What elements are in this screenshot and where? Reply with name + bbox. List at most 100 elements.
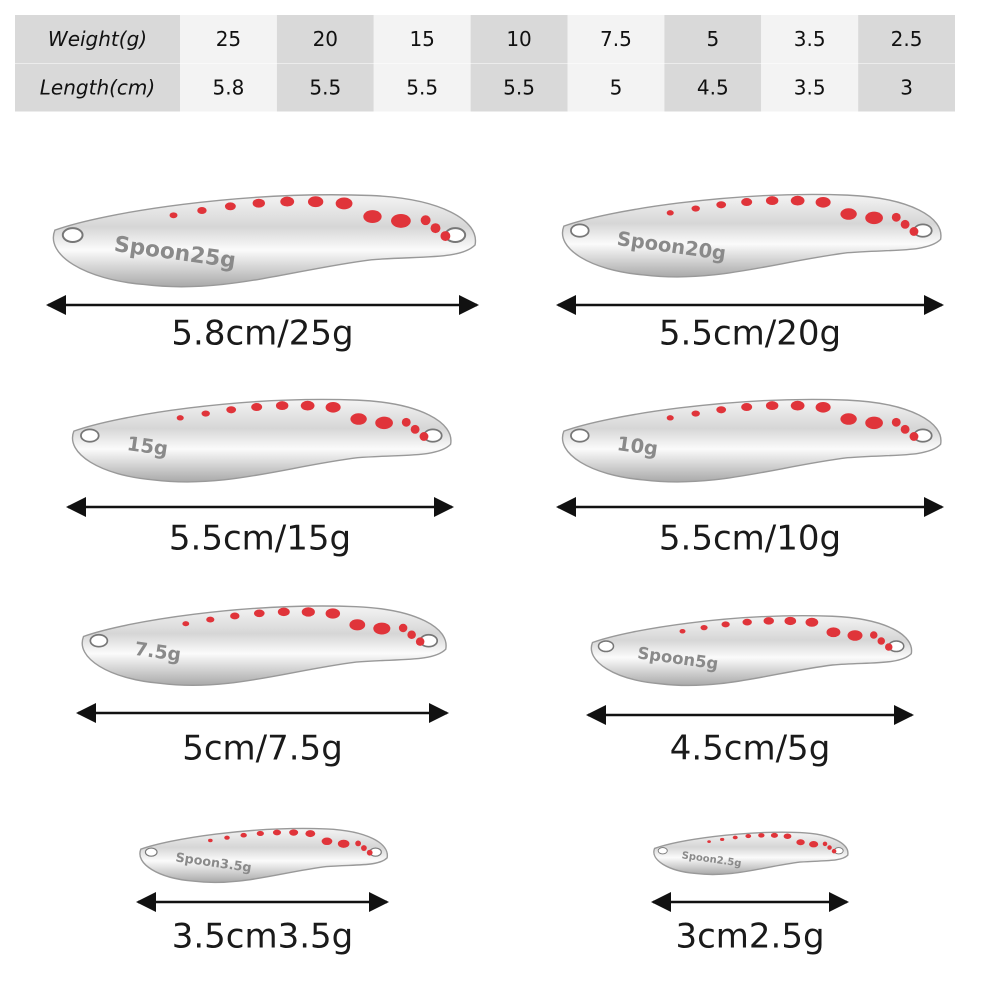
red-dot [169,212,178,219]
table-cell [180,15,277,64]
cell-text: 10 [506,27,531,51]
red-dot [275,401,289,411]
red-dot [840,413,857,425]
table-cell [470,63,568,112]
red-dot [716,201,727,209]
caption: 5.5cm/15g [169,519,351,559]
red-dot [891,417,901,427]
red-dot [732,835,738,840]
red-dot [885,643,893,651]
table-cell [858,15,955,64]
row-label: Weight(g) [48,27,147,51]
cell-text: 3 [900,75,913,99]
red-dot [691,205,700,212]
spoon-hole [570,223,590,238]
red-dot [401,417,411,427]
red-dot [337,839,350,848]
red-dot [741,198,753,207]
red-dot [305,830,316,838]
red-dot [440,231,451,241]
spoon: Spoon25g [52,194,477,288]
red-dot [783,833,792,839]
red-dot [363,210,382,224]
red-dot [182,621,190,627]
red-dot [252,198,265,208]
red-dot [355,840,362,847]
red-dot [201,410,210,417]
red-dot [796,839,805,846]
spoon: Spoon5g [590,615,913,687]
red-dot [197,207,207,214]
red-dot [909,227,919,236]
table-cell [470,15,568,64]
spoon: Spoon2.5g [653,831,849,876]
spoon: 7.5g [81,605,447,686]
red-dot [865,416,883,430]
cell-text: 5.5 [406,75,438,99]
red-dot [321,837,333,846]
red-dot [375,416,393,430]
red-dot [226,406,237,414]
red-dot [666,415,674,421]
red-dot [349,619,366,631]
red-dot [716,406,727,414]
red-dot [765,196,779,206]
engraving: 15g [126,432,170,460]
spoon-hole [89,633,109,648]
red-dot [240,832,247,838]
red-dot [679,629,686,634]
red-dot [398,623,408,633]
cell-text: 5 [610,75,623,99]
red-dot [827,845,832,850]
red-dot [720,837,725,842]
red-dot [420,215,431,226]
red-dot [289,829,299,836]
red-dot [373,622,391,635]
table-cell [15,63,180,112]
cell-text: 4.5 [697,75,729,99]
red-dot [415,637,425,646]
red-dot [826,627,841,638]
red-dot [691,410,700,417]
red-dot [822,841,828,847]
red-dot [307,196,324,208]
red-dot [208,838,213,843]
table-cell [373,15,471,64]
table-cell [180,63,277,112]
red-dot [870,631,878,639]
table-cell [664,63,762,112]
red-dot [765,401,779,411]
table-cell [373,63,471,112]
red-dot [325,608,341,619]
caption: 3cm2.5g [675,917,824,957]
red-dot [230,612,240,620]
red-dot [206,616,215,623]
red-dot [430,223,441,234]
red-dot [176,415,184,421]
red-dot [410,424,420,434]
caption: 4.5cm/5g [670,729,831,769]
red-dot [721,621,730,628]
red-dot [805,617,819,627]
cell-text: 20 [313,27,338,51]
table-cell [567,63,665,112]
red-dot [224,202,236,211]
row-label: Length(cm) [40,75,155,99]
red-dot [865,211,883,225]
spoon-hole [597,640,615,653]
red-dot [350,413,367,425]
red-dot [745,834,752,839]
cell-text: 5.5 [309,75,341,99]
table-cell [761,15,859,64]
table-cell [664,15,762,64]
table-cell [276,15,374,64]
red-dot [253,609,265,618]
red-dot [815,401,831,413]
red-dot [790,400,805,411]
red-dot [770,832,778,838]
red-dot [742,618,752,626]
red-dot [900,219,910,229]
red-dot [224,835,230,840]
red-dot [707,840,711,843]
